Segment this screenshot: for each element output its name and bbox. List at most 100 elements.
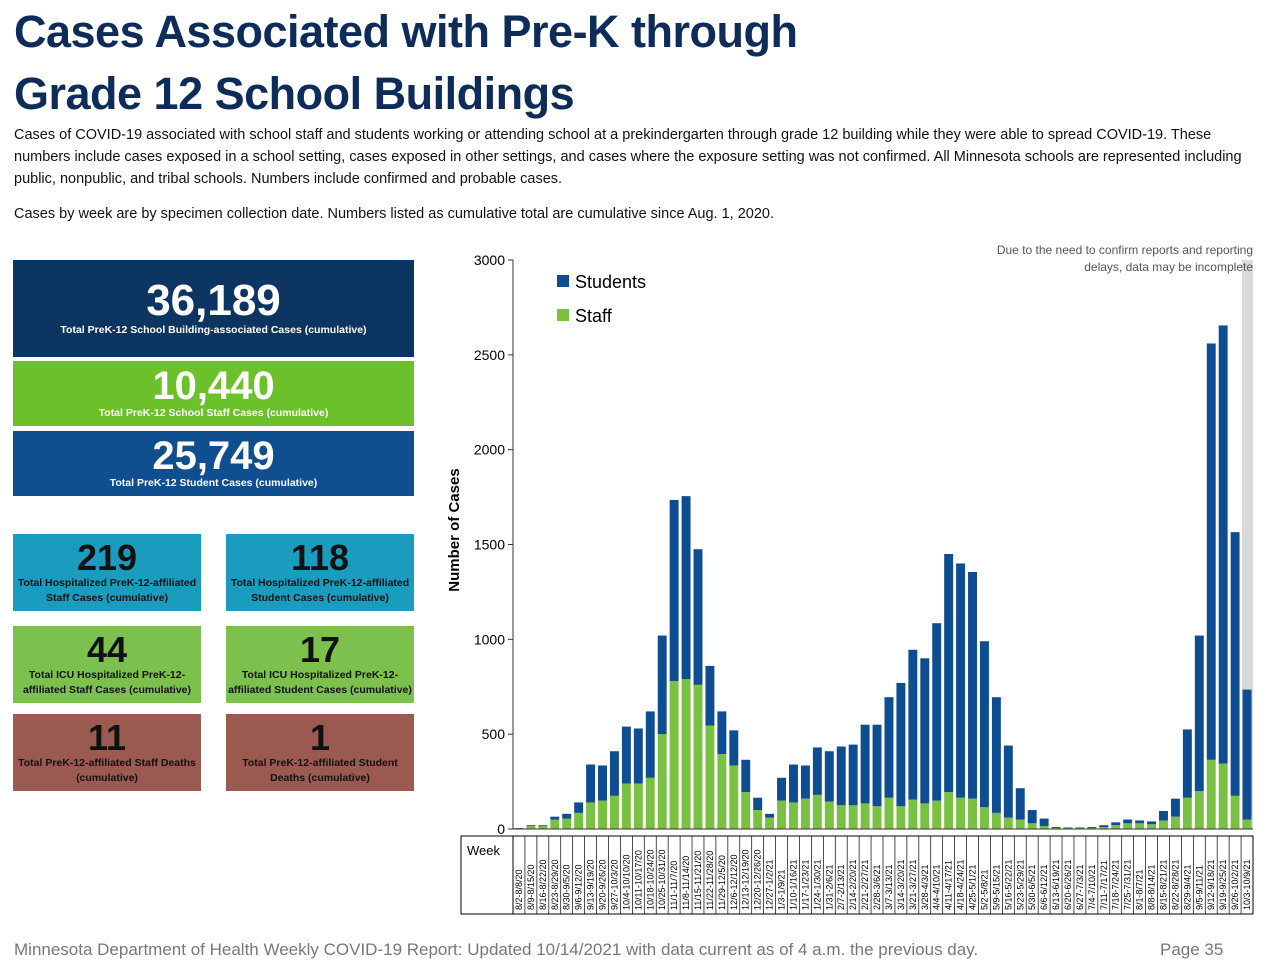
- bar-segment: [1147, 821, 1157, 825]
- bar-segment: [586, 764, 596, 803]
- x-tick-label: 12/6-12/12/20: [729, 854, 739, 910]
- stat-value: 25,749: [152, 434, 275, 478]
- bar-segment: [932, 623, 942, 801]
- bar-segment: [896, 806, 906, 829]
- bar-segment: [1123, 819, 1133, 824]
- bar-segment: [1135, 820, 1145, 824]
- title: Grade 12 School Buildings: [14, 68, 575, 119]
- footer: Minnesota Department of Health Weekly CO…: [14, 940, 979, 959]
- stat-box: 118 Total Hospitalized PreK-12-affiliated…: [226, 534, 414, 611]
- x-tick-label: 8/1-8/7/21: [1135, 869, 1145, 910]
- bar-segment: [1230, 795, 1240, 829]
- x-tick-label: 3/21-3/27/21: [908, 859, 918, 910]
- bar-segment: [1194, 635, 1204, 792]
- bar-segment: [633, 783, 643, 829]
- stat-value: 1: [309, 716, 331, 758]
- x-tick-label: 9/13-9/19/20: [586, 859, 596, 910]
- legend-swatch: [557, 275, 569, 287]
- bar-segment: [824, 801, 834, 829]
- x-tick-label: 12/13-12/19/20: [741, 849, 751, 910]
- bar-segment: [812, 747, 822, 795]
- bar-segment: [991, 697, 1001, 813]
- bar-segment: [669, 681, 679, 829]
- bar-segment: [777, 777, 787, 801]
- bar-segment: [968, 798, 977, 829]
- x-tick-label: 1/31-2/6/21: [824, 864, 834, 910]
- bar-segment: [753, 797, 763, 811]
- bar-segment: [1063, 828, 1073, 829]
- stat-value: 17: [299, 628, 341, 670]
- bar-segment: [944, 792, 954, 829]
- x-tick-label: 7/18-7/24/21: [1111, 859, 1121, 910]
- bar-segment: [1075, 828, 1085, 829]
- x-tick-label: 11/22-11/28/20: [705, 851, 715, 910]
- x-tick-label: 10/25-10/31/20: [657, 849, 667, 910]
- y-tick-label: 1500: [474, 537, 505, 553]
- stat-label: Total Hospitalized PreK-12-affiliated St…: [230, 576, 410, 604]
- bar-segment: [669, 499, 679, 682]
- bar-segment: [705, 665, 715, 726]
- x-tick-label: 11/29-12/5/20: [717, 855, 727, 910]
- x-tick-label: 7/4-7/10/21: [1087, 864, 1097, 910]
- y-tick-label: 1000: [474, 631, 505, 647]
- bar-segment: [693, 684, 703, 829]
- bar-segment: [598, 765, 607, 801]
- bar-segment: [645, 777, 655, 829]
- x-tick-label: 3/14-3/20/21: [896, 859, 906, 910]
- stat-box: 17 Total ICU Hospitalized PreK-12-affilia…: [226, 626, 414, 703]
- bar-segment: [645, 711, 655, 778]
- x-tick-label: 5/16-5/22/21: [1003, 859, 1013, 910]
- bar-segment: [550, 819, 560, 829]
- intro: Cases of COVID-19 associated with school…: [14, 127, 1242, 187]
- bar-segment: [932, 800, 942, 829]
- bar-segment: [609, 795, 619, 829]
- bar-segment: [574, 802, 584, 813]
- x-tick-label: 8/23-8/29/20: [550, 859, 560, 910]
- bar-segment: [526, 826, 536, 829]
- bar-segment: [884, 797, 894, 829]
- bar-segment: [526, 825, 536, 827]
- stat-value: 11: [87, 716, 127, 758]
- stat-label: Total Hospitalized PreK-12-affiliated St…: [17, 576, 197, 604]
- bar-segment: [979, 641, 989, 808]
- bar-segment: [908, 799, 918, 829]
- bar-segment: [621, 726, 631, 784]
- annotation: delays, data may be incomplete: [1084, 260, 1253, 274]
- x-tick-label: 5/23-5/29/21: [1015, 859, 1025, 910]
- x-tick-label: 1/3-1/9/21: [777, 869, 787, 910]
- bar-segment: [765, 813, 775, 818]
- bar-segment: [1015, 819, 1025, 829]
- bar-segment: [621, 783, 631, 829]
- bar-segment: [1039, 818, 1049, 827]
- bar-segment: [1194, 791, 1204, 829]
- incomplete-shade: [1242, 260, 1253, 829]
- bar-segment: [896, 682, 906, 807]
- x-tick-label: 2/28-3/6/21: [872, 864, 882, 910]
- x-tick-label: 8/22-8/28/21: [1170, 859, 1180, 910]
- bar-segment: [765, 817, 775, 829]
- x-tick-label: 10/3-10/9/21: [1242, 859, 1252, 910]
- x-tick-label: 9/5-9/11/21: [1194, 865, 1204, 910]
- x-tick-label: 11/8-11/14/20: [681, 856, 691, 910]
- y-tick-label: 3000: [474, 252, 505, 268]
- x-tick-label: 11/15-11/21/20: [693, 851, 703, 910]
- x-tick-label: 3/28-4/3/21: [920, 864, 930, 910]
- bar-segment: [1087, 828, 1097, 829]
- x-tick-label: 2/21-2/27/21: [860, 859, 870, 910]
- bar-segment: [1159, 820, 1168, 829]
- legend-label: Staff: [575, 306, 613, 326]
- bar-segment: [1003, 817, 1013, 829]
- bar-segment: [681, 496, 691, 680]
- stat-label: Total PreK-12 Student Cases (cumulative): [109, 477, 318, 489]
- bar-segment: [956, 563, 966, 798]
- bar-segment: [729, 765, 739, 829]
- stat-box: 219 Total Hospitalized PreK-12-affiliated…: [13, 534, 201, 611]
- bar-segment: [789, 764, 798, 803]
- x-tick-label: 9/27-10/3/20: [609, 859, 619, 910]
- bar-segment: [741, 792, 751, 829]
- x-tick-label: 8/30-9/5/20: [562, 864, 572, 910]
- x-tick-label: 8/9-8/15/20: [526, 864, 536, 910]
- y-tick-label: 2000: [474, 442, 505, 458]
- x-tick-label: 5/30-6/5/21: [1027, 864, 1037, 910]
- x-tick-label: 6/13-6/19/21: [1051, 859, 1061, 910]
